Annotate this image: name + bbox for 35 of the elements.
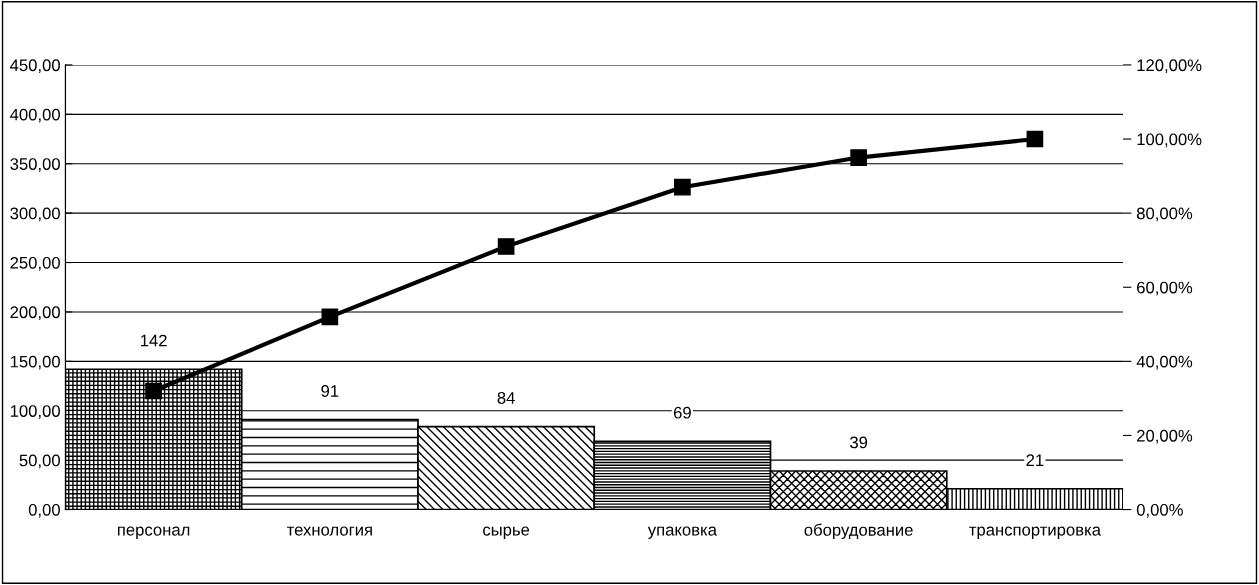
y-tick-label: 150,00 — [10, 355, 60, 370]
x-tick-label: транспортировка — [969, 526, 1101, 539]
data-label: 142 — [140, 334, 167, 347]
y2-tick-label: 100,00% — [1137, 133, 1202, 148]
y2-tick-label: 0,00% — [1136, 503, 1183, 518]
data-label: 69 — [673, 406, 691, 419]
point — [674, 178, 691, 196]
y-tick-label: 350,00 — [10, 158, 60, 172]
y-tick-label: 300,00 — [10, 207, 60, 222]
y2-tick-label: 80,00% — [1136, 207, 1193, 222]
y-tick-label: 0,00 — [28, 503, 60, 518]
data-label: 84 — [497, 392, 515, 404]
point — [850, 149, 867, 166]
y2-tick-label: 120,00% — [1137, 59, 1202, 74]
y-tick-label: 450,00 — [10, 59, 60, 74]
x-tick-label: персонал — [117, 526, 190, 539]
x-tick-label: сырье — [483, 526, 530, 539]
point — [145, 382, 162, 400]
y-tick-label: 50,00 — [19, 454, 60, 469]
y2-tick-label: 20,00% — [1137, 429, 1193, 444]
data-label: 21 — [1026, 454, 1044, 466]
y2-tick-label: 40,00% — [1136, 355, 1193, 370]
point — [1026, 130, 1044, 148]
y-tick-label: 250,00 — [10, 256, 60, 271]
x-tick-label: упаковка — [647, 526, 717, 539]
x-tick-label: оборудование — [804, 523, 913, 540]
data-label: 91 — [321, 385, 339, 397]
data-label: 39 — [850, 436, 868, 449]
point — [497, 238, 515, 255]
y-tick-label: 400,00 — [10, 108, 60, 123]
y-tick-label: 200,00 — [10, 306, 60, 321]
y-tick-label: 100,00 — [10, 405, 60, 419]
y2-tick-label: 60,00% — [1137, 281, 1193, 296]
point — [321, 308, 339, 326]
x-tick-label: технология — [286, 526, 372, 536]
